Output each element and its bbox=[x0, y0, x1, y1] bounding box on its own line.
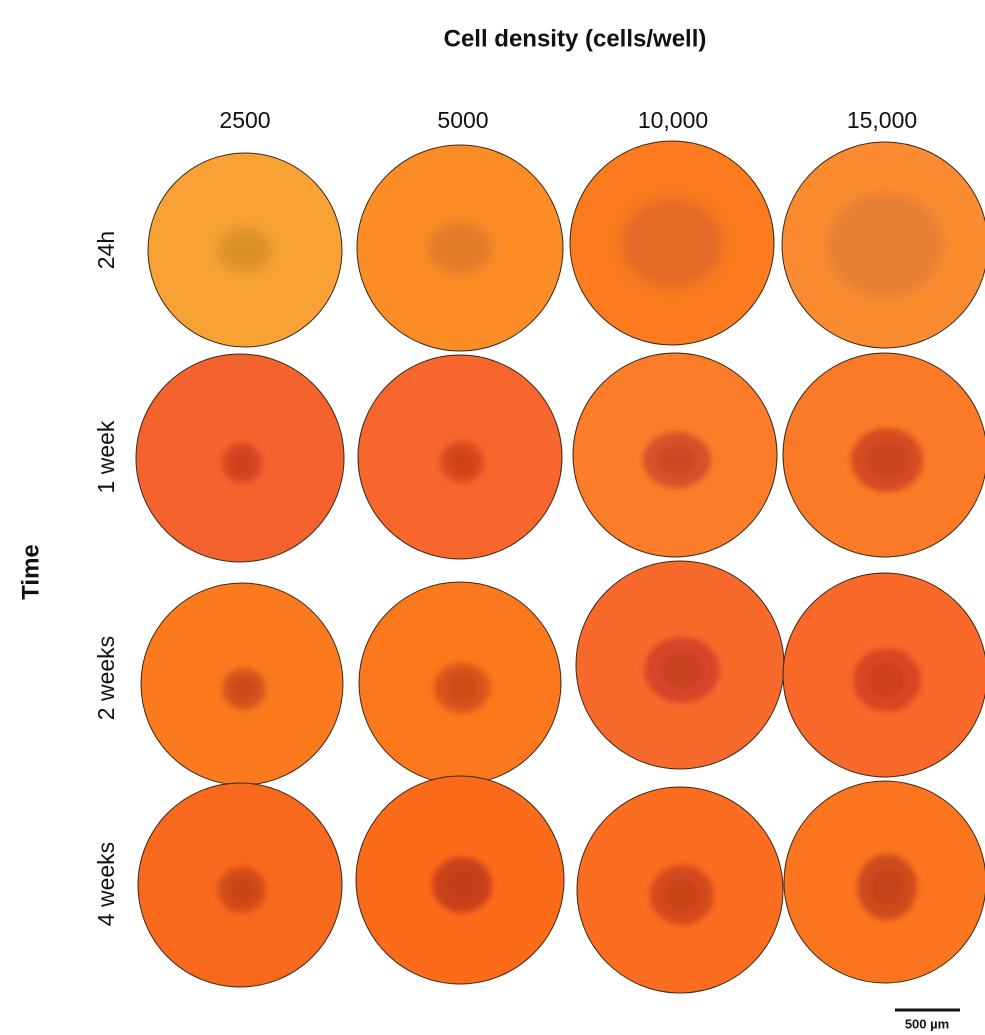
side-label: Time bbox=[17, 544, 44, 600]
cell-core bbox=[229, 877, 255, 902]
cell-spot bbox=[827, 193, 943, 297]
cell-spot bbox=[217, 228, 273, 272]
cell-core bbox=[661, 652, 703, 688]
column-label: 10,000 bbox=[638, 107, 708, 133]
figure: Cell density (cells/well) Time 500 µm 25… bbox=[0, 0, 985, 1035]
cell-core bbox=[664, 879, 699, 912]
scale-label: 500 µm bbox=[905, 1016, 949, 1031]
row-label: 4 weeks bbox=[93, 842, 119, 926]
column-label: 2500 bbox=[219, 107, 270, 133]
column-label: 15,000 bbox=[847, 107, 917, 133]
cell-core bbox=[871, 869, 904, 905]
cell-core bbox=[447, 674, 478, 702]
cell-core bbox=[446, 870, 479, 901]
cell-core bbox=[658, 445, 695, 476]
row-label: 2 weeks bbox=[93, 636, 119, 720]
cell-core bbox=[232, 677, 256, 700]
cell-core bbox=[231, 452, 253, 474]
cell-core bbox=[450, 450, 474, 473]
column-label: 5000 bbox=[437, 107, 488, 133]
cell-core bbox=[867, 442, 907, 477]
cell-spot bbox=[622, 199, 722, 287]
row-label: 1 week bbox=[93, 420, 119, 493]
cell-spot bbox=[428, 222, 492, 274]
row-label: 24h bbox=[93, 231, 119, 269]
cell-core bbox=[868, 662, 905, 697]
figure-title: Cell density (cells/well) bbox=[444, 25, 707, 52]
